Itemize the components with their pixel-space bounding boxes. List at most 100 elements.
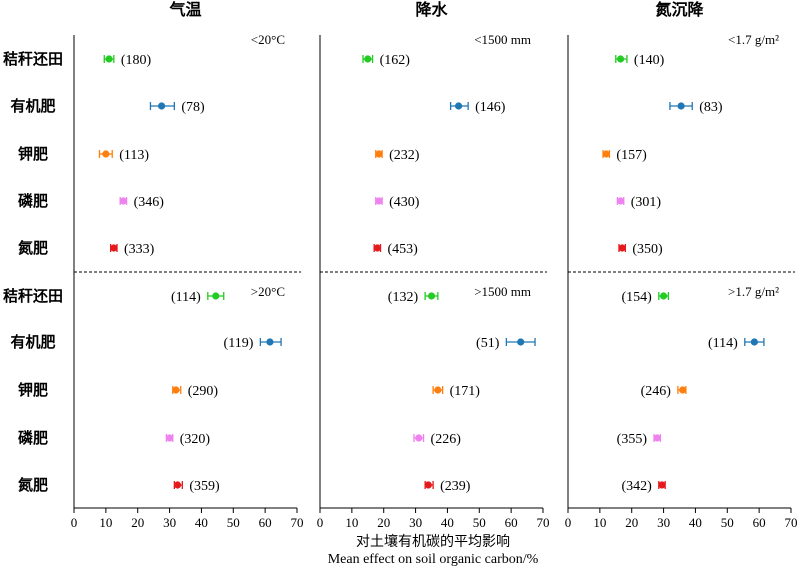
data-point <box>679 386 687 394</box>
data-point <box>602 150 610 158</box>
condition-label: <20°C <box>251 32 285 47</box>
row-label: 氮肥 <box>18 476 48 494</box>
row-label: 有机肥 <box>10 97 55 115</box>
x-tick-label: 10 <box>99 515 112 530</box>
sample-size-label: (239) <box>440 479 471 494</box>
sample-size-label: (346) <box>134 195 165 210</box>
sample-size-label: (430) <box>389 195 420 210</box>
x-tick-label: 0 <box>71 515 78 530</box>
x-tick-label: 10 <box>593 515 606 530</box>
condition-label: <1500 mm <box>474 32 531 47</box>
row-label: 钾肥 <box>18 381 48 399</box>
data-point <box>105 55 113 63</box>
x-axis-title-english: Mean effect on soil organic carbon/% <box>328 552 539 567</box>
sample-size-label: (355) <box>617 432 648 447</box>
data-point <box>373 244 381 252</box>
x-tick-label: 10 <box>345 515 358 530</box>
data-point <box>119 197 127 205</box>
sample-size-label: (154) <box>621 290 652 305</box>
panel-frames <box>73 35 795 513</box>
sample-size-label: (146) <box>475 100 506 115</box>
x-tick-label: 60 <box>505 515 518 530</box>
row-label: 钾肥 <box>18 145 48 163</box>
x-tick-label: 40 <box>195 515 208 530</box>
sample-size-label: (350) <box>632 242 663 257</box>
sample-size-label: (180) <box>121 53 152 68</box>
data-point <box>172 386 180 394</box>
data-point <box>618 244 626 252</box>
data-point <box>364 55 372 63</box>
panel-title: 氮沉降 <box>655 0 704 19</box>
condition-label: >1.7 g/m² <box>728 284 779 299</box>
data-point <box>659 292 668 300</box>
data-point <box>165 434 174 442</box>
row-label: 磷肥 <box>18 192 48 210</box>
panel-title: 降水 <box>415 0 448 19</box>
sample-size-label: (226) <box>431 432 462 447</box>
x-tick-label: 20 <box>377 515 390 530</box>
condition-label: >20°C <box>251 284 285 299</box>
x-tick-label: 70 <box>291 515 304 530</box>
data-point <box>375 197 383 205</box>
x-tick-label: 20 <box>625 515 638 530</box>
sample-size-label: (453) <box>388 242 419 257</box>
x-tick-label: 20 <box>131 515 144 530</box>
data-point <box>110 244 118 252</box>
sample-size-label: (140) <box>634 53 665 68</box>
panel-title: 气温 <box>168 0 201 19</box>
data-point <box>750 338 758 346</box>
sample-size-label: (114) <box>708 336 738 351</box>
x-tick-label: 30 <box>163 515 176 530</box>
x-axis-title-chinese: 对土壤有机碳的平均影响 <box>356 533 510 550</box>
condition-label: <1.7 g/m² <box>728 32 779 47</box>
data-point <box>212 292 220 300</box>
x-tick-label: 0 <box>565 515 572 530</box>
x-tick-label: 60 <box>259 515 272 530</box>
x-tick-label: 70 <box>537 515 550 530</box>
data-point <box>427 292 436 300</box>
x-tick-label: 30 <box>657 515 670 530</box>
x-tick-label: 0 <box>317 515 324 530</box>
sample-size-label: (333) <box>124 242 155 257</box>
sample-size-label: (246) <box>641 384 672 399</box>
x-tick-label: 50 <box>473 515 486 530</box>
data-point <box>415 434 423 442</box>
row-label: 秸秆还田 <box>3 287 63 305</box>
data-point <box>424 481 432 489</box>
x-tick-label: 40 <box>441 515 454 530</box>
sample-size-label: (290) <box>188 384 219 399</box>
data-point <box>375 150 383 158</box>
row-label: 秸秆还田 <box>3 50 63 68</box>
data-point <box>454 102 463 110</box>
sample-size-label: (320) <box>180 432 211 447</box>
sample-size-label: (119) <box>224 336 254 351</box>
row-label: 有机肥 <box>10 333 55 351</box>
x-tick-label: 40 <box>689 515 702 530</box>
x-tick-label: 50 <box>721 515 734 530</box>
data-point <box>517 338 525 346</box>
data-point <box>266 338 274 346</box>
x-tick-label: 50 <box>227 515 240 530</box>
data-point <box>434 386 442 394</box>
sample-size-label: (162) <box>380 53 411 68</box>
sample-size-label: (171) <box>450 384 481 399</box>
sample-size-label: (78) <box>181 100 205 115</box>
data-point <box>677 102 685 110</box>
sample-size-label: (157) <box>616 148 647 163</box>
data-point <box>616 197 625 205</box>
data-point <box>173 481 182 489</box>
x-tick-label: 60 <box>753 515 766 530</box>
sample-size-label: (51) <box>476 336 500 351</box>
sample-size-label: (359) <box>189 479 220 494</box>
x-tick-label: 70 <box>785 515 798 530</box>
data-point <box>658 481 666 489</box>
sample-size-label: (132) <box>388 290 419 305</box>
sample-size-label: (301) <box>631 195 662 210</box>
sample-size-label: (83) <box>699 100 723 115</box>
x-tick-label: 30 <box>409 515 422 530</box>
sample-size-label: (113) <box>119 148 149 163</box>
row-label: 磷肥 <box>18 429 48 447</box>
sample-size-label: (114) <box>171 290 201 305</box>
